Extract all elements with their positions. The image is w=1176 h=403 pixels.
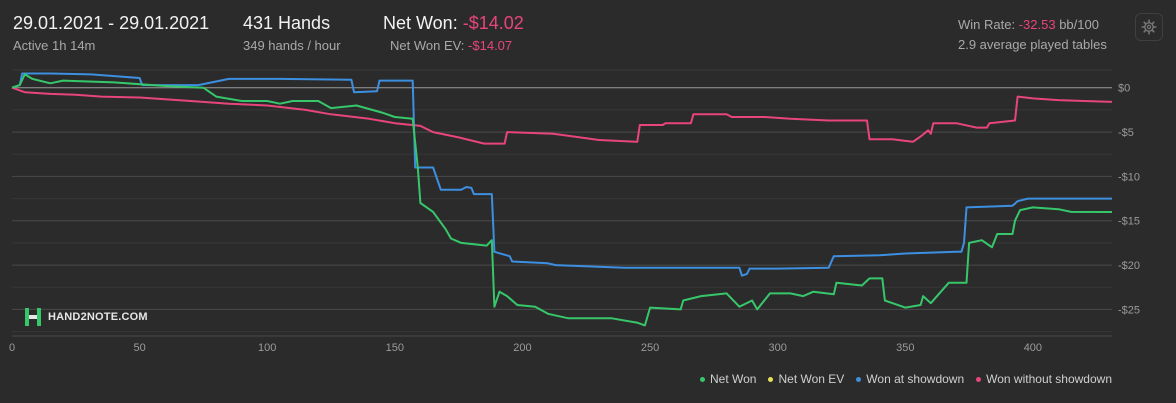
legend-won-at-showdown-marker (856, 376, 862, 382)
legend-net-won-ev-marker (768, 376, 774, 382)
y-tick-label: -$20 (1118, 260, 1140, 272)
x-tick-label: 100 (258, 342, 276, 354)
stats-header: 29.01.2021 - 29.01.2021 Active 1h 14m 43… (0, 0, 1176, 70)
logo-text: HAND2NOTE.COM (48, 311, 148, 323)
win-rate-label: Win Rate: (958, 17, 1016, 32)
legend-won-without-showdown-label: Won without showdown (986, 372, 1112, 386)
series-won-without-showdown (11, 86, 1113, 145)
net-won-value: -$14.02 (462, 13, 524, 33)
legend-won-without-showdown[interactable]: Won without showdown (976, 372, 1112, 386)
legend-net-won-ev[interactable]: Net Won EV (768, 372, 844, 386)
x-tick-label: 50 (133, 342, 145, 354)
y-tick-label: -$5 (1118, 127, 1134, 139)
x-tick-label: 250 (641, 342, 659, 354)
win-rate-unit: bb/100 (1059, 17, 1099, 32)
chart-legend: Net Won Net Won EV Won at showdown Won w… (700, 372, 1112, 386)
y-axis: $0 -$5 -$10 -$15 -$20 -$25 (1118, 83, 1140, 317)
hands-count: 431 Hands (243, 13, 331, 33)
legend-net-won[interactable]: Net Won (700, 372, 756, 386)
x-axis: 0 50 100 150 200 250 300 350 400 (9, 342, 1042, 354)
x-tick-label: 400 (1024, 342, 1042, 354)
gear-icon (1141, 19, 1157, 35)
net-won-ev-label: Net Won EV: (390, 38, 465, 53)
net-won-label: Net Won: (383, 13, 458, 33)
net-won: Net Won: -$14.02 (383, 13, 524, 34)
series-won-at-showdown (11, 72, 1112, 277)
hand2note-logo-icon (25, 308, 41, 326)
x-tick-label: 150 (386, 342, 404, 354)
legend-won-at-showdown[interactable]: Won at showdown (856, 372, 964, 386)
win-rate: Win Rate: -32.53 bb/100 (958, 17, 1099, 32)
chart-series (11, 72, 1113, 327)
legend-won-without-showdown-marker (976, 376, 982, 382)
hand2note-logo: HAND2NOTE.COM (22, 306, 148, 328)
win-rate-value: -32.53 (1018, 17, 1056, 32)
chart-grid (12, 69, 1112, 337)
average-tables: 2.9 average played tables (958, 37, 1107, 52)
legend-net-won-ev-label: Net Won EV (778, 372, 845, 386)
date-range: 29.01.2021 - 29.01.2021 (13, 13, 210, 33)
y-tick-label: -$15 (1118, 216, 1140, 228)
y-tick-label: $0 (1118, 83, 1130, 95)
x-tick-label: 300 (768, 342, 786, 354)
net-won-ev: Net Won EV: -$14.07 (390, 38, 512, 53)
legend-net-won-label: Net Won (710, 372, 757, 386)
hands-per-hour: 349 hands / hour (243, 38, 341, 53)
active-time: Active 1h 14m (13, 38, 96, 53)
y-tick-label: -$10 (1118, 171, 1140, 183)
legend-net-won-marker (700, 376, 706, 382)
x-tick-label: 0 (9, 342, 15, 354)
settings-button[interactable] (1135, 13, 1163, 41)
net-won-ev-value: -$14.07 (468, 38, 513, 53)
x-tick-label: 200 (513, 342, 531, 354)
series-net-won (11, 73, 1113, 327)
legend-won-at-showdown-label: Won at showdown (866, 372, 965, 386)
y-tick-label: -$25 (1118, 304, 1140, 316)
x-tick-label: 350 (896, 342, 914, 354)
